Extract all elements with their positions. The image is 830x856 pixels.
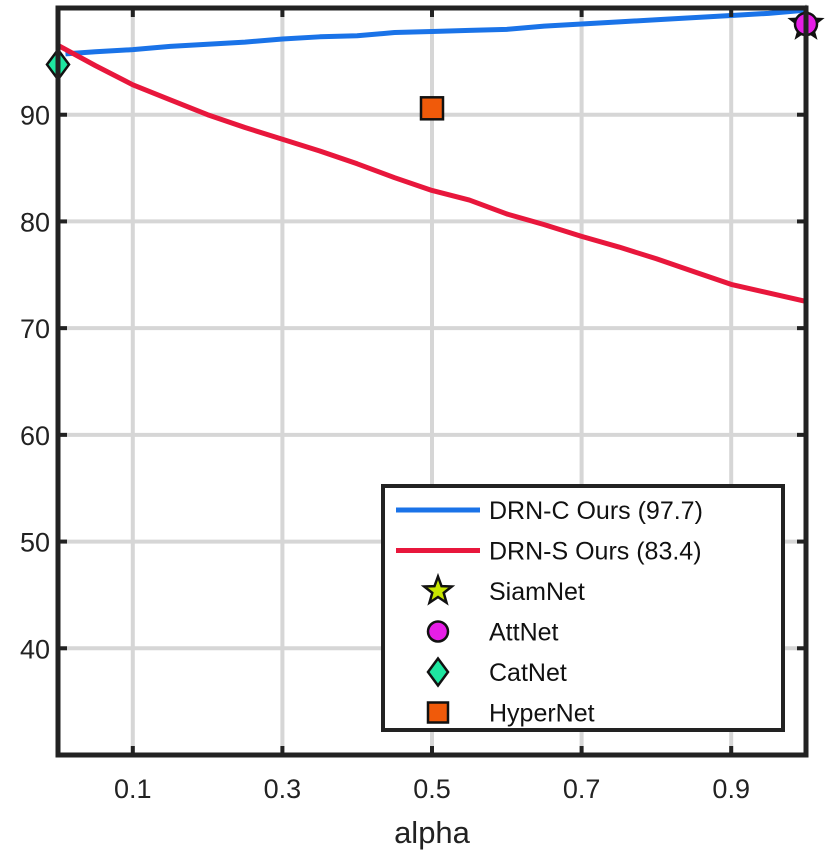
legend-entry: HyperNet (426, 700, 595, 728)
legend-label: DRN-S Ours (83.4) (489, 538, 702, 566)
legend-entry: CatNet (426, 656, 567, 688)
axis-ticks: 0.1 0.3 0.5 0.7 0.9 40 50 60 70 80 90 (20, 8, 806, 804)
legend-swatch-star (420, 572, 456, 606)
legend-swatch-circle (426, 620, 450, 643)
legend-label: HyperNet (489, 700, 595, 728)
legend-box (381, 484, 785, 732)
x-tick-label: 0.7 (563, 774, 601, 804)
legend-swatch-diamond (426, 656, 450, 688)
x-tick-label: 0.9 (712, 774, 750, 804)
legend-label: CatNet (489, 659, 567, 687)
legend-entry: DRN-C Ours (97.7) (396, 497, 703, 525)
y-tick-label: 80 (20, 207, 50, 237)
legend-label: AttNet (489, 619, 559, 647)
y-tick-label: 60 (20, 421, 50, 451)
legend: DRN-C Ours (97.7) DRN-S Ours (83.4) SiamNe… (381, 484, 785, 732)
legend-entry: DRN-S Ours (83.4) (396, 538, 702, 566)
legend-label: DRN-C Ours (97.7) (489, 497, 703, 525)
series-line-drn-s (56, 43, 807, 304)
legend-entry: SiamNet (420, 572, 585, 606)
x-tick-label: 0.3 (264, 774, 302, 804)
x-tick-label: 0.1 (114, 774, 152, 804)
legend-entry: AttNet (426, 619, 559, 647)
series-line-drn-c (65, 7, 807, 57)
legend-label: SiamNet (489, 578, 585, 606)
y-tick-label: 50 (20, 528, 50, 558)
x-tick-label: 0.5 (413, 774, 451, 804)
data-point-hypernet (419, 96, 445, 121)
y-tick-label: 90 (20, 101, 50, 131)
legend-swatch-square (426, 701, 450, 724)
y-tick-label: 40 (20, 634, 50, 664)
y-tick-label: 70 (20, 314, 50, 344)
x-axis-label: alpha (394, 815, 471, 850)
plot-series (45, 4, 825, 304)
